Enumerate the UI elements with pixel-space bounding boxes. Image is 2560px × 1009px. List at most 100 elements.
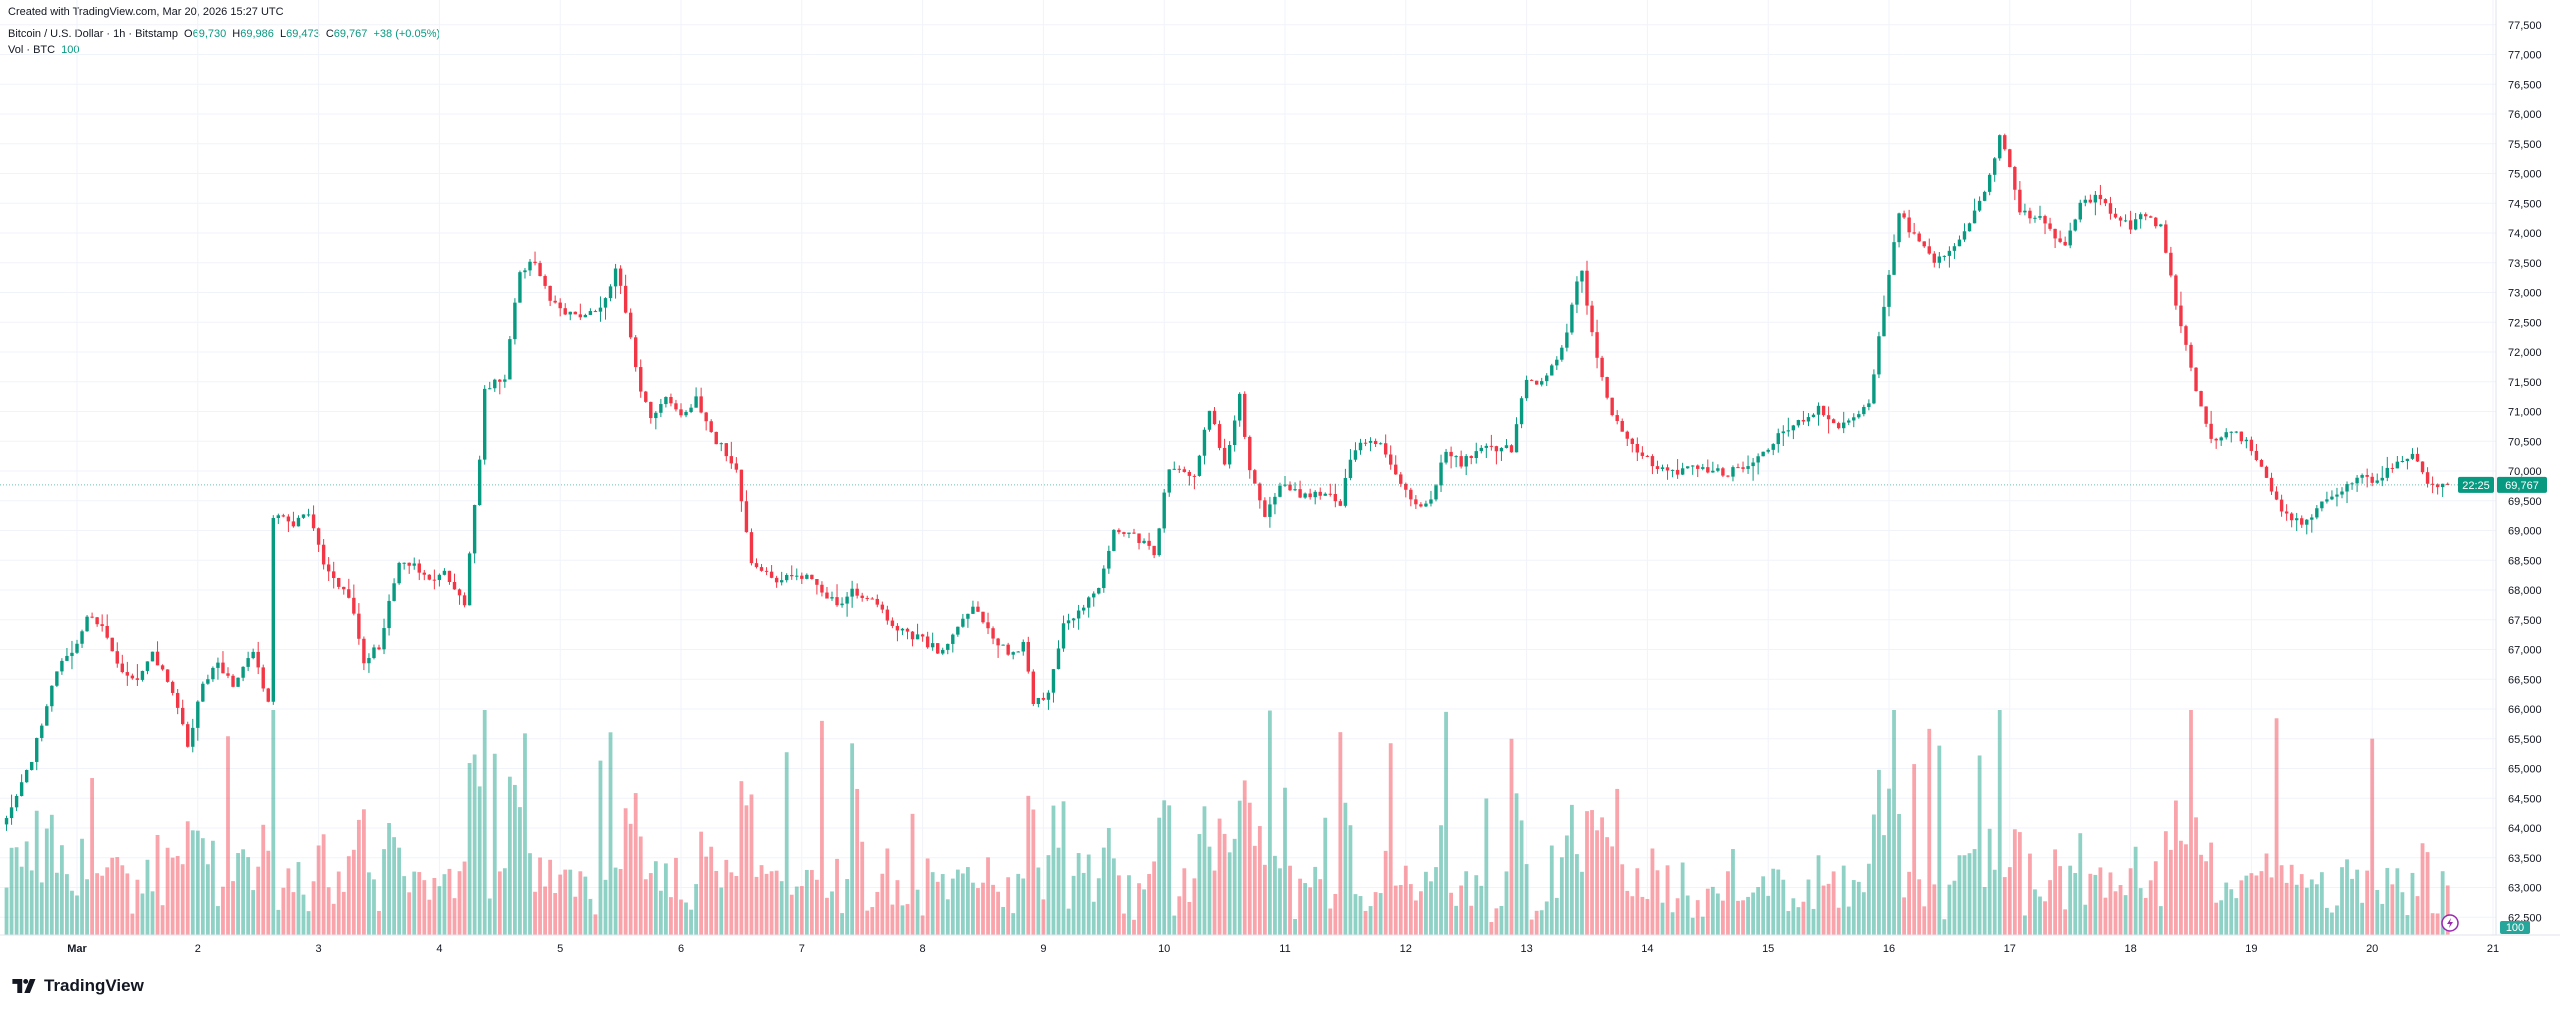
- candle[interactable]: [1087, 596, 1091, 618]
- candle[interactable]: [2038, 205, 2042, 220]
- candle[interactable]: [452, 573, 457, 590]
- candle[interactable]: [2355, 474, 2359, 492]
- candle[interactable]: [1127, 532, 1131, 539]
- candle[interactable]: [367, 653, 371, 673]
- candle[interactable]: [936, 643, 940, 655]
- candle[interactable]: [1167, 469, 1171, 497]
- candle[interactable]: [654, 411, 658, 430]
- candle[interactable]: [332, 561, 336, 589]
- candle[interactable]: [1313, 490, 1317, 505]
- candle[interactable]: [724, 443, 728, 462]
- candle[interactable]: [941, 647, 945, 655]
- candle[interactable]: [2184, 324, 2188, 351]
- candle[interactable]: [810, 574, 814, 580]
- alert-lightning-icon[interactable]: [2441, 914, 2459, 932]
- candle[interactable]: [301, 514, 306, 519]
- candle[interactable]: [880, 601, 885, 614]
- price-axis[interactable]: 62,50063,00063,50064,00064,50065,00065,5…: [2508, 20, 2542, 925]
- candle[interactable]: [674, 399, 678, 412]
- candle[interactable]: [100, 614, 104, 632]
- candle[interactable]: [2078, 199, 2082, 223]
- candle[interactable]: [1831, 418, 1836, 424]
- candle[interactable]: [1303, 492, 1307, 499]
- candle[interactable]: [1076, 604, 1081, 630]
- candle[interactable]: [1585, 260, 1589, 315]
- candle[interactable]: [24, 769, 29, 783]
- candle[interactable]: [140, 670, 145, 682]
- candle[interactable]: [1867, 399, 1871, 411]
- candle[interactable]: [679, 403, 683, 418]
- candle[interactable]: [1102, 565, 1106, 593]
- candle[interactable]: [1011, 651, 1015, 660]
- candle[interactable]: [1162, 489, 1166, 533]
- candle[interactable]: [991, 626, 995, 645]
- tradingview-logo[interactable]: TradingView: [12, 976, 144, 996]
- candle[interactable]: [2420, 461, 2425, 475]
- candle[interactable]: [1912, 222, 1916, 235]
- candle[interactable]: [70, 640, 74, 670]
- candle[interactable]: [432, 569, 437, 590]
- candle[interactable]: [2149, 215, 2153, 218]
- candle[interactable]: [2028, 207, 2032, 224]
- candle[interactable]: [1474, 442, 1478, 464]
- candle[interactable]: [1061, 615, 1066, 652]
- candle[interactable]: [2284, 504, 2289, 521]
- candle[interactable]: [2259, 458, 2264, 467]
- candle[interactable]: [2144, 212, 2148, 221]
- candle[interactable]: [105, 614, 109, 640]
- candle[interactable]: [1212, 407, 1217, 426]
- candle[interactable]: [971, 600, 975, 614]
- candle[interactable]: [709, 419, 713, 433]
- candle[interactable]: [1731, 465, 1735, 482]
- candle[interactable]: [2350, 482, 2354, 490]
- candle[interactable]: [2360, 473, 2364, 484]
- candle[interactable]: [2395, 455, 2400, 469]
- candle[interactable]: [1056, 640, 1061, 670]
- candle[interactable]: [397, 561, 401, 585]
- candle[interactable]: [548, 285, 552, 307]
- candle[interactable]: [2093, 190, 2098, 216]
- candle[interactable]: [382, 618, 386, 655]
- candle[interactable]: [90, 612, 94, 619]
- candle[interactable]: [60, 658, 64, 675]
- candle[interactable]: [50, 685, 54, 712]
- candle[interactable]: [1383, 434, 1388, 458]
- candle[interactable]: [2305, 518, 2309, 535]
- candle[interactable]: [1122, 531, 1126, 537]
- candle[interactable]: [2269, 472, 2274, 495]
- candle[interactable]: [1449, 446, 1453, 469]
- volume-label[interactable]: Vol · BTC: [8, 44, 56, 56]
- candle[interactable]: [1414, 495, 1418, 510]
- candle[interactable]: [85, 615, 89, 632]
- candle[interactable]: [734, 457, 739, 473]
- candle[interactable]: [1298, 480, 1302, 499]
- candle[interactable]: [241, 666, 245, 682]
- candle[interactable]: [1655, 460, 1660, 474]
- candle[interactable]: [347, 578, 351, 599]
- candle[interactable]: [739, 469, 744, 512]
- candle[interactable]: [1751, 457, 1755, 481]
- candle[interactable]: [2204, 406, 2208, 427]
- candle[interactable]: [1917, 231, 1921, 243]
- candle[interactable]: [1615, 410, 1619, 425]
- candle[interactable]: [2154, 216, 2158, 229]
- candle[interactable]: [1031, 669, 1036, 707]
- candle[interactable]: [1665, 464, 1670, 480]
- candle[interactable]: [130, 673, 135, 680]
- candle[interactable]: [135, 664, 140, 686]
- candle[interactable]: [1217, 420, 1222, 451]
- candle[interactable]: [644, 390, 648, 403]
- candle[interactable]: [1776, 428, 1780, 453]
- candle[interactable]: [1887, 270, 1891, 317]
- candle[interactable]: [236, 677, 240, 687]
- candle[interactable]: [306, 508, 311, 517]
- candle[interactable]: [1998, 134, 2002, 161]
- candle[interactable]: [2169, 246, 2173, 278]
- candle[interactable]: [966, 613, 970, 628]
- candle[interactable]: [1922, 241, 1926, 248]
- candle[interactable]: [2279, 494, 2284, 517]
- candle[interactable]: [699, 387, 703, 414]
- candle[interactable]: [1691, 465, 1695, 475]
- candle[interactable]: [326, 557, 331, 581]
- candle[interactable]: [1685, 466, 1690, 469]
